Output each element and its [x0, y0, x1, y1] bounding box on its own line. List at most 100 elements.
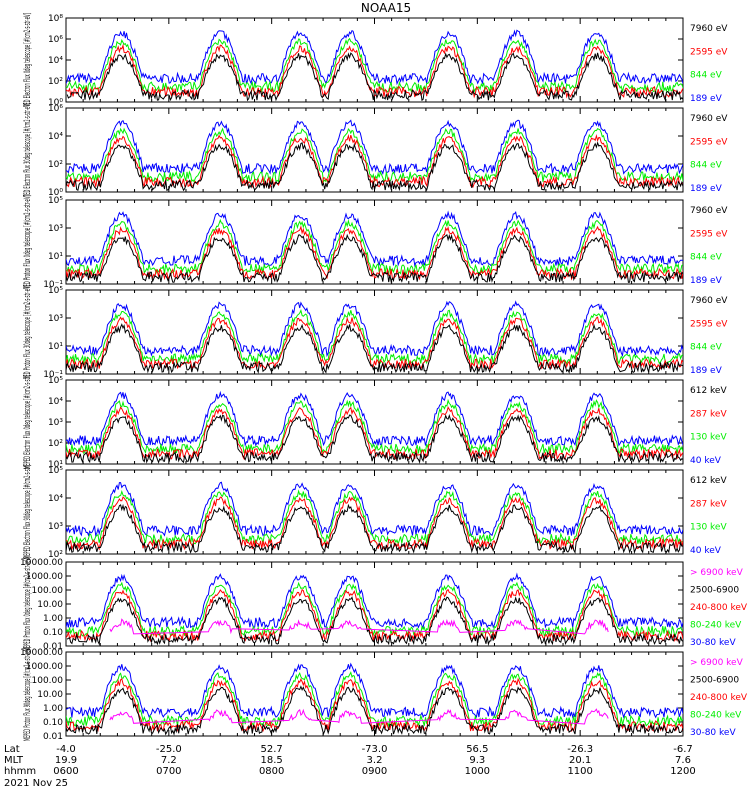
y-tick-label: 10⁴ [48, 494, 63, 504]
legend-label-blue: 30-80 keV [690, 728, 736, 738]
x-tick-hhmm: 0900 [362, 766, 387, 777]
series-green [66, 581, 683, 638]
panel-4: 10⁻¹ 10¹ 10³ 10⁵ TED Proton Flux 30deg teles… [23, 285, 728, 380]
traces [66, 481, 683, 554]
legend-label-black: 7960 eV [690, 114, 728, 124]
traces [66, 29, 683, 102]
legend-label-green: 80-240 keV [690, 711, 742, 721]
legend-label-red: 287 keV [690, 409, 727, 419]
y-axis-label: MEPED Electron Flux 0deg telescope [#/cm… [23, 375, 33, 469]
series-black [66, 52, 683, 102]
legend-label-red: 240-800 keV [690, 603, 748, 613]
legend-label-green: 844 eV [690, 343, 723, 353]
y-axis-label: MEPED Proton Flux 90deg telescope [#/cm2… [23, 647, 33, 741]
y-tick-label: 10³ [48, 522, 63, 532]
y-tick-label: 1.00 [43, 614, 63, 624]
y-tick-label: 0.01 [43, 732, 63, 742]
x-tick-hhmm: 1000 [465, 766, 490, 777]
y-tick-label: 10⁵ [48, 286, 63, 296]
legend-label-magenta: > 6900 keV [690, 568, 744, 578]
legend-label-black: 2500-6900 [690, 676, 739, 686]
panel-8: 0.01 0.10 1.00 10.00 100.00 1000.00 10000.00ME… [20, 647, 748, 742]
figure-title: NOAA15 [361, 1, 411, 15]
series-blue [66, 119, 683, 176]
legend-label-green: 844 eV [690, 161, 723, 171]
series-blue [66, 390, 683, 448]
legend-label-blue: 40 keV [690, 546, 722, 556]
series-red [66, 496, 683, 551]
x-tick-hhmm: 0600 [53, 766, 78, 777]
series-blue [66, 210, 683, 268]
y-tick-label: 1000.00 [26, 662, 63, 672]
x-tick-mlt: 3.2 [367, 755, 383, 766]
y-tick-label: 100.00 [32, 586, 64, 596]
y-axis-label: TED Proton Flux 30deg telescope [#/cm2-s… [23, 285, 33, 379]
y-tick-label: 10⁵ [48, 466, 63, 476]
legend-label-black: 7960 eV [690, 296, 728, 306]
series-red [66, 316, 683, 370]
panel-7: 0.01 0.10 1.00 10.00 100.00 1000.00 10000.00ME… [20, 557, 748, 652]
panel-3: 10⁻¹ 10¹ 10³ 10⁵ TED Proton Flux 0deg telesc… [23, 195, 728, 290]
x-tick-mlt: 7.6 [675, 755, 691, 766]
legend-label-magenta: > 6900 keV [690, 658, 744, 668]
panel-1: 10⁰ 10² 10⁴ 10⁶ 10⁸ TED Electron Flux 0deg te… [23, 13, 728, 108]
legend-label-red: 2595 eV [690, 319, 728, 329]
x-tick-lat: 52.7 [261, 744, 283, 755]
legend-label-red: 240-800 keV [690, 693, 748, 703]
series-red [66, 588, 683, 643]
x-tick-mlt: 7.2 [161, 755, 177, 766]
series-black [66, 503, 683, 554]
traces [66, 300, 683, 374]
x-tick-mlt: 20.1 [569, 755, 591, 766]
y-tick-label: 10² [48, 160, 63, 170]
x-tick-lat: -4.0 [56, 744, 76, 755]
legend-label-green: 844 eV [690, 253, 723, 263]
y-tick-label: 10⁵ [48, 196, 63, 206]
series-black [66, 323, 683, 374]
series-black [66, 233, 683, 284]
y-tick-label: 10¹ [48, 460, 63, 470]
legend-label-black: 612 keV [690, 386, 727, 396]
y-axis-label: TED Proton Flux 0deg telescope [#/cm2-s-… [23, 195, 33, 289]
traces [66, 390, 683, 464]
x-tick-hhmm: 0700 [156, 766, 181, 777]
y-tick-label: 10¹ [48, 342, 63, 352]
y-tick-label: 1.00 [43, 704, 63, 714]
y-axis-label: MEPED Proton Flux 0deg telescope [#/cm2-… [23, 557, 33, 651]
panel-6: 10² 10³ 10⁴ 10⁵ MEPED Electron Flux 90deg te… [23, 465, 727, 560]
legend-label-blue: 189 eV [690, 184, 723, 194]
y-tick-label: 10.00 [37, 600, 63, 610]
y-tick-label: 100.00 [32, 676, 64, 686]
x-tick-mlt: 18.5 [261, 755, 283, 766]
legend-label-red: 2595 eV [690, 137, 728, 147]
y-axis-label: MEPED Electron Flux 90deg telescope [#/c… [23, 465, 33, 559]
y-tick-label: 10⁴ [48, 56, 63, 66]
legend-label-blue: 40 keV [690, 456, 722, 466]
y-axis-label: TED Electron Flux 30deg telescope [#/cm2… [23, 103, 33, 197]
traces [66, 119, 683, 192]
legend-label-black: 2500-6900 [690, 586, 739, 596]
series-black [66, 596, 683, 646]
y-tick-label: 10000.00 [20, 558, 63, 568]
legend-label-blue: 189 eV [690, 94, 723, 104]
series-blue [66, 300, 683, 358]
y-tick-label: 10⁻¹ [43, 370, 63, 380]
legend-label-green: 844 eV [690, 71, 723, 81]
y-axis-label: TED Electron Flux 0deg telescope [#/cm2-… [23, 13, 33, 107]
series-green [66, 308, 683, 366]
y-tick-label: 10⁴ [48, 132, 63, 142]
series-green [66, 218, 683, 276]
y-tick-label: 10¹ [48, 252, 63, 262]
y-tick-label: 10³ [48, 224, 63, 234]
series-red [66, 43, 683, 99]
legend-label-black: 7960 eV [690, 206, 728, 216]
series-green [66, 489, 683, 546]
y-tick-label: 10⁶ [48, 104, 63, 114]
y-tick-label: 10⁰ [48, 98, 63, 108]
panels: 10⁰ 10² 10⁴ 10⁶ 10⁸ TED Electron Flux 0deg te… [20, 13, 748, 742]
legend-label-green: 130 keV [690, 523, 727, 533]
